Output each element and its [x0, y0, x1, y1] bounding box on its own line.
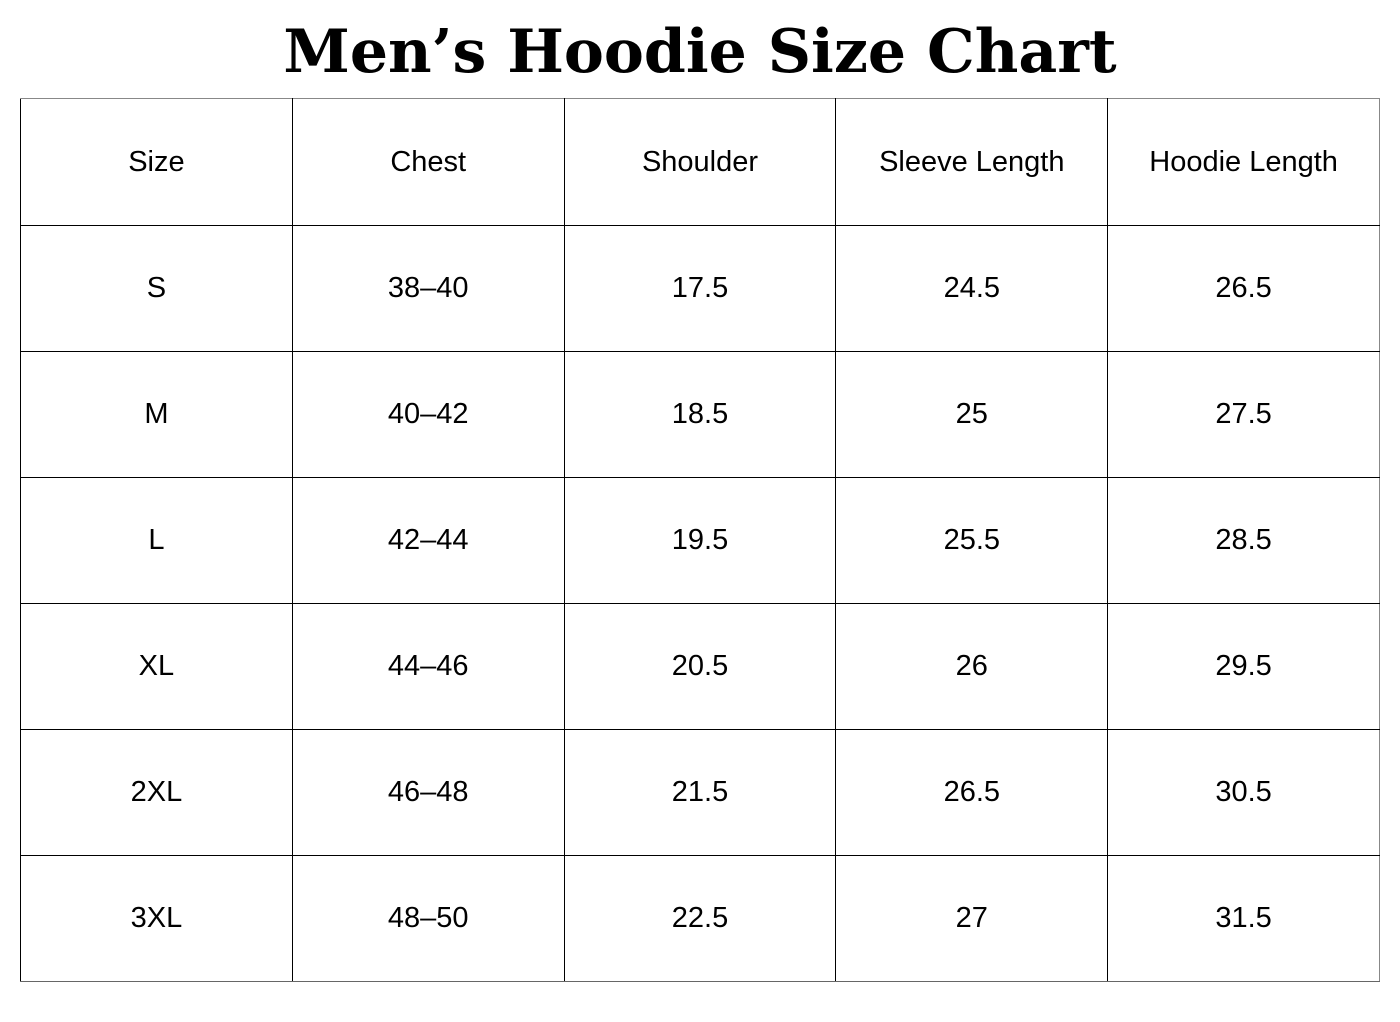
measurement-cell: 46–48: [291, 729, 565, 856]
table-row: 2XL 46–48 21.5 26.5 30.5: [20, 729, 1380, 856]
page-title: Men’s Hoodie Size Chart: [283, 17, 1117, 87]
measurement-cell: 22.5: [563, 855, 837, 982]
measurement-cell: 40–42: [291, 351, 565, 478]
header-cell-hoodie-length: Hoodie Length: [1107, 98, 1380, 226]
size-cell: M: [20, 351, 293, 478]
measurement-cell: 28.5: [1107, 477, 1380, 604]
table-row: S 38–40 17.5 24.5 26.5: [20, 225, 1380, 352]
measurement-cell: 29.5: [1107, 603, 1380, 730]
size-chart-table: Size Chest Shoulder Sleeve Length Hoodie…: [20, 98, 1380, 982]
size-cell: 2XL: [20, 729, 293, 856]
header-cell-shoulder: Shoulder: [563, 98, 837, 226]
measurement-cell: 19.5: [563, 477, 837, 604]
measurement-cell: 20.5: [563, 603, 837, 730]
table-header: Size Chest Shoulder Sleeve Length Hoodie…: [20, 98, 1380, 226]
measurement-cell: 18.5: [563, 351, 837, 478]
header-cell-chest: Chest: [291, 98, 565, 226]
measurement-cell: 38–40: [291, 225, 565, 352]
measurement-cell: 26.5: [835, 729, 1109, 856]
measurement-cell: 27: [835, 855, 1109, 982]
table-row: XL 44–46 20.5 26 29.5: [20, 603, 1380, 730]
header-cell-sleeve-length: Sleeve Length: [835, 98, 1109, 226]
size-cell: L: [20, 477, 293, 604]
size-cell: S: [20, 225, 293, 352]
measurement-cell: 42–44: [291, 477, 565, 604]
measurement-cell: 25.5: [835, 477, 1109, 604]
size-cell: XL: [20, 603, 293, 730]
table-row: L 42–44 19.5 25.5 28.5: [20, 477, 1380, 604]
measurement-cell: 21.5: [563, 729, 837, 856]
measurement-cell: 17.5: [563, 225, 837, 352]
measurement-cell: 25: [835, 351, 1109, 478]
measurement-cell: 31.5: [1107, 855, 1380, 982]
table-header-row: Size Chest Shoulder Sleeve Length Hoodie…: [20, 98, 1380, 226]
table-row: 3XL 48–50 22.5 27 31.5: [20, 855, 1380, 982]
measurement-cell: 48–50: [291, 855, 565, 982]
size-cell: 3XL: [20, 855, 293, 982]
measurement-cell: 26: [835, 603, 1109, 730]
measurement-cell: 30.5: [1107, 729, 1380, 856]
measurement-cell: 24.5: [835, 225, 1109, 352]
size-table-body: S 38–40 17.5 24.5 26.5 M 40–42 18.5 25 27.5 L 42–44…: [20, 225, 1380, 982]
measurement-cell: 27.5: [1107, 351, 1380, 478]
table-row: M 40–42 18.5 25 27.5: [20, 351, 1380, 478]
measurement-cell: 26.5: [1107, 225, 1380, 352]
measurement-cell: 44–46: [291, 603, 565, 730]
header-cell-size: Size: [20, 98, 293, 226]
